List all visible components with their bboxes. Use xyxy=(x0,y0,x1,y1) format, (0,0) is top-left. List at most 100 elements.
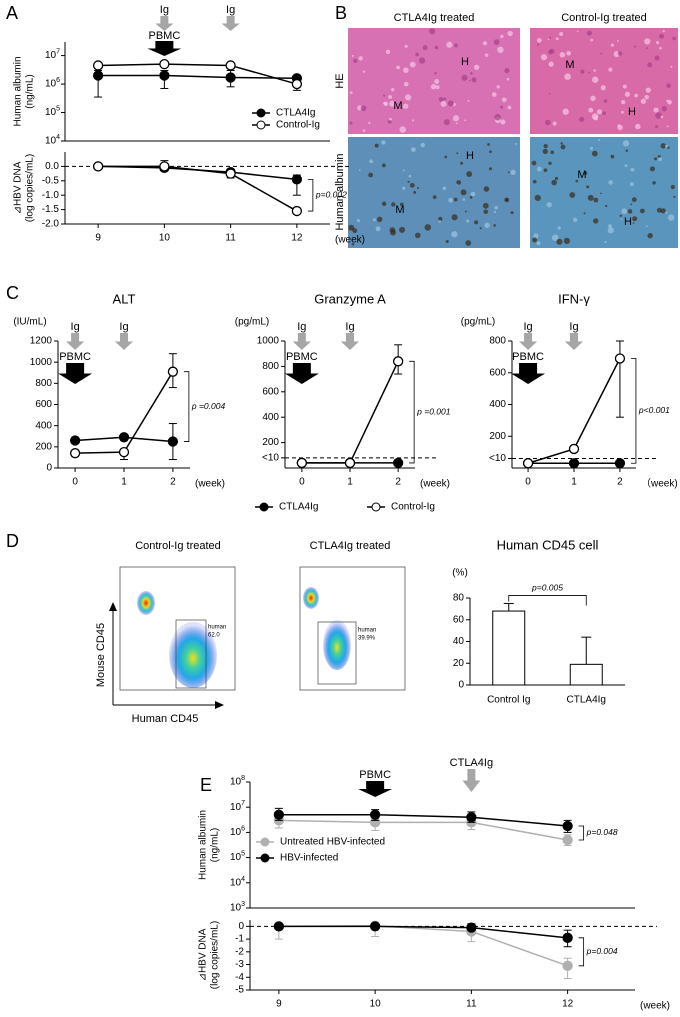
marker xyxy=(159,59,170,70)
texture xyxy=(564,73,571,80)
texture xyxy=(646,47,648,50)
texture xyxy=(391,88,395,92)
texture xyxy=(531,160,537,166)
legend-marker xyxy=(260,853,270,863)
region-label: M xyxy=(565,59,574,71)
texture xyxy=(630,167,635,172)
texture xyxy=(352,228,358,234)
texture xyxy=(605,204,608,208)
texture xyxy=(387,119,392,124)
texture xyxy=(447,100,454,107)
row-title: HE xyxy=(334,73,346,88)
marker xyxy=(369,921,381,932)
texture xyxy=(390,229,397,236)
y-tick-label: 103 xyxy=(230,901,245,914)
gate-label: 62.0 xyxy=(208,633,220,639)
texture xyxy=(659,46,662,50)
region-label: M xyxy=(393,100,402,112)
y-tick-label: 20 xyxy=(453,658,465,669)
y-tick-label: <10 xyxy=(489,453,506,464)
texture xyxy=(493,210,497,213)
y-tick-label: 0 xyxy=(458,680,464,691)
texture xyxy=(543,144,548,149)
texture xyxy=(424,224,432,231)
texture xyxy=(608,67,613,72)
panel-letter: D xyxy=(6,531,19,551)
arrow xyxy=(58,363,93,384)
texture xyxy=(593,218,599,224)
texture xyxy=(474,64,480,70)
flow-x-label: Human CD45 xyxy=(132,713,199,725)
marker xyxy=(562,932,573,943)
texture xyxy=(416,186,420,190)
flow-population xyxy=(303,587,319,609)
texture xyxy=(402,103,409,109)
texture xyxy=(653,107,659,113)
y-tick-label: 400 xyxy=(262,412,279,423)
texture xyxy=(634,93,639,98)
texture xyxy=(656,207,662,213)
texture xyxy=(415,52,419,57)
texture xyxy=(489,150,492,154)
texture xyxy=(438,220,442,223)
flow-title: Control-Ig treated xyxy=(135,540,221,552)
texture xyxy=(579,116,585,122)
y-axis-label: (log copies/mL) xyxy=(25,154,36,222)
arrow xyxy=(341,333,359,350)
texture xyxy=(444,155,448,159)
texture xyxy=(673,195,676,198)
p-value: p<0.001 xyxy=(638,405,670,415)
y-tick-label: 0 xyxy=(238,921,244,932)
significance-bracket xyxy=(183,371,190,442)
arrow xyxy=(147,41,182,56)
texture xyxy=(411,147,416,152)
y-tick-label: 600 xyxy=(35,399,52,410)
texture xyxy=(556,238,563,245)
y-tick-label: -3 xyxy=(235,959,244,970)
texture xyxy=(559,52,566,58)
p-value: p =0.004 xyxy=(191,401,226,411)
texture xyxy=(474,220,479,225)
x-tick-label: 1 xyxy=(121,477,127,488)
texture xyxy=(434,71,437,75)
texture xyxy=(670,65,673,68)
y-tick-label: 600 xyxy=(489,367,506,378)
x-axis-label: (week) xyxy=(420,479,450,490)
texture xyxy=(504,68,510,74)
texture xyxy=(349,121,353,125)
chart-title: Granzyme A xyxy=(314,291,386,306)
series-line xyxy=(98,165,298,212)
texture xyxy=(402,186,406,190)
texture xyxy=(548,92,551,95)
flow-y-label: Mouse CD45 xyxy=(95,623,107,687)
y-tick-label: 106 xyxy=(230,825,245,838)
texture xyxy=(407,180,410,183)
texture xyxy=(540,54,548,61)
texture xyxy=(660,143,666,149)
texture xyxy=(666,83,671,89)
texture xyxy=(413,191,417,194)
texture xyxy=(600,85,606,91)
texture xyxy=(510,211,514,215)
marker xyxy=(118,446,130,458)
y-tick-label: 107 xyxy=(45,48,60,61)
gate xyxy=(317,621,357,685)
y-axis-label: (pg/mL) xyxy=(461,317,495,328)
chart-title: ALT xyxy=(113,291,136,306)
texture xyxy=(569,192,576,198)
x-tick-label: 11 xyxy=(466,999,477,1010)
y-tick-exponent: 6 xyxy=(241,825,245,832)
texture xyxy=(493,224,496,227)
texture xyxy=(409,61,416,68)
marker xyxy=(167,436,179,447)
texture xyxy=(368,172,374,178)
arrow-label: PBMC xyxy=(59,351,91,363)
marker xyxy=(562,834,573,846)
y-tick-label: 40 xyxy=(453,636,465,647)
texture xyxy=(562,108,569,115)
texture xyxy=(460,161,464,165)
arrow-label: Ig xyxy=(523,321,532,333)
texture xyxy=(660,115,664,119)
texture xyxy=(619,214,623,217)
texture xyxy=(446,41,453,48)
